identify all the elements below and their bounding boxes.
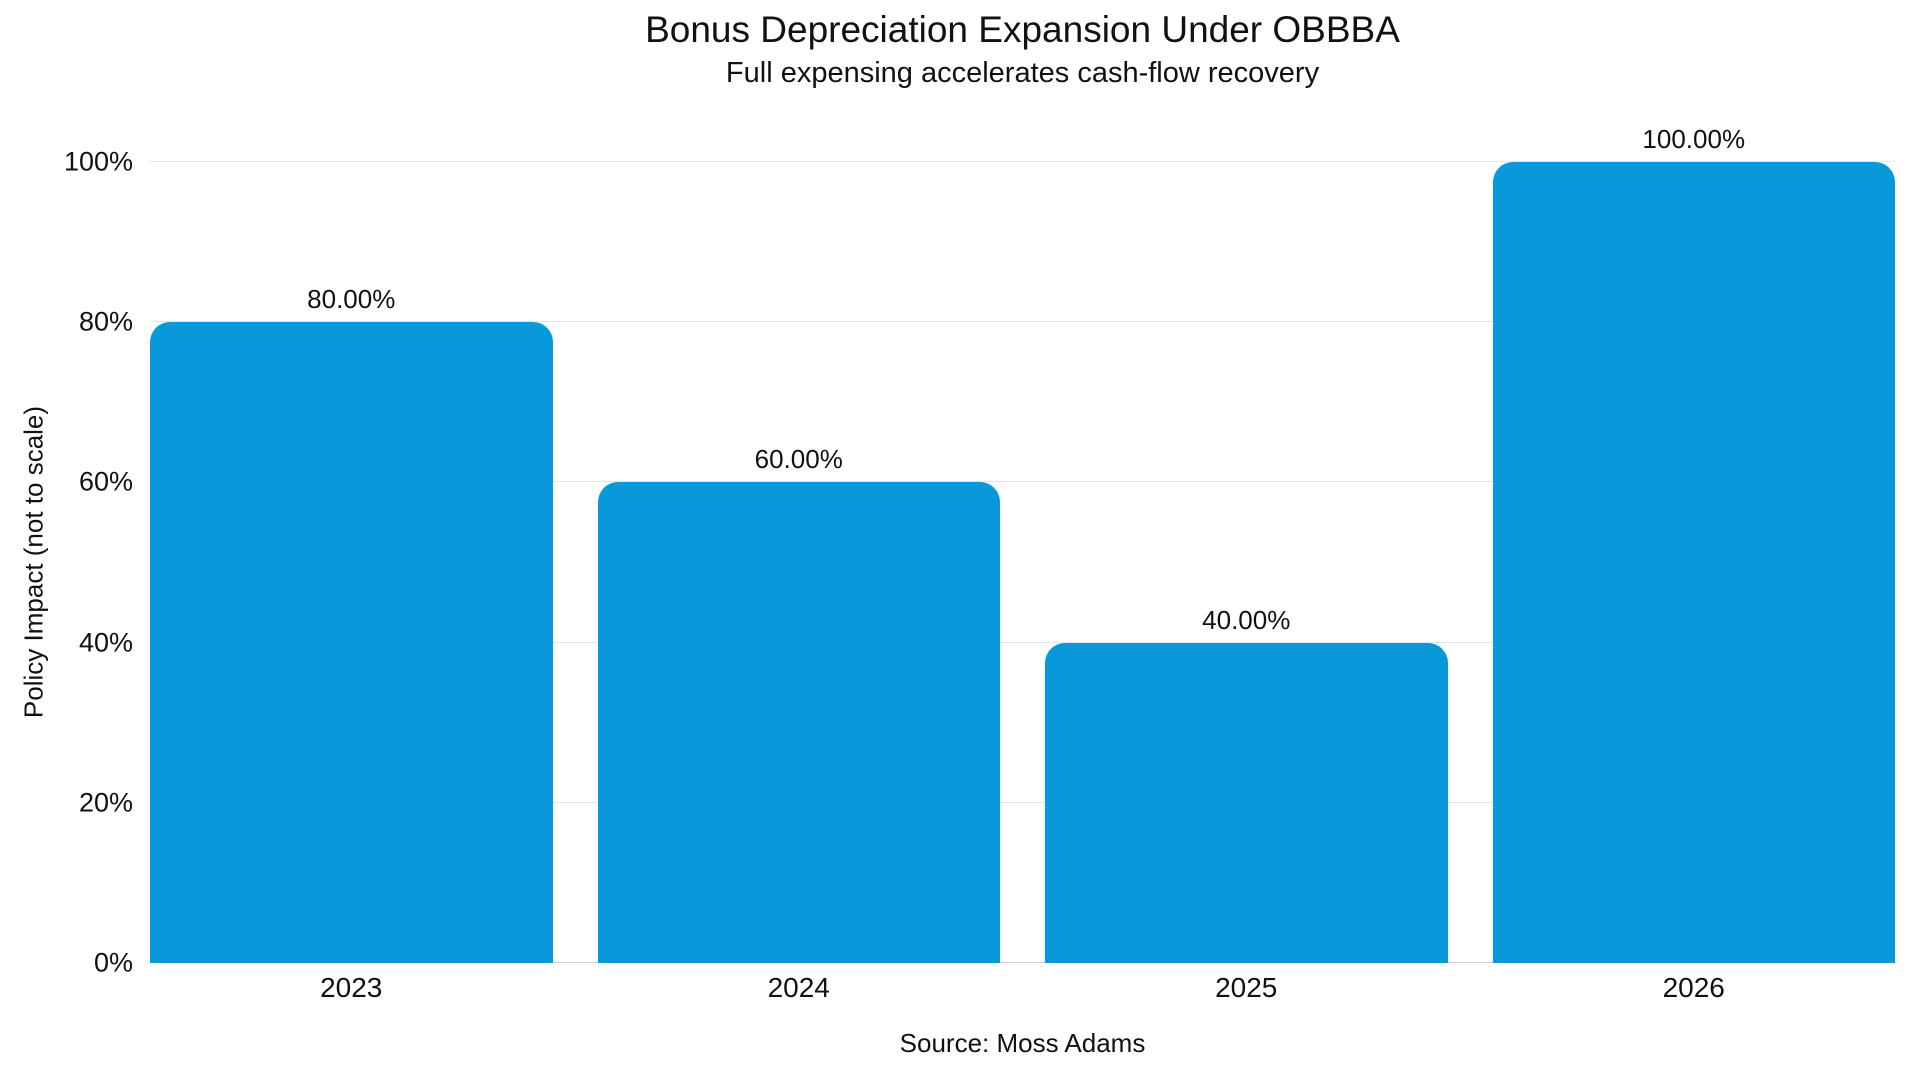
gridline-60 bbox=[150, 481, 1895, 483]
gridline-80 bbox=[150, 321, 1895, 323]
plot-area: 80.00% 60.00% 40.00% 100.00% bbox=[150, 126, 1895, 963]
y-tick-label-20: 20% bbox=[78, 787, 133, 818]
gridline-40 bbox=[150, 641, 1895, 643]
bar-group-2026: 100.00% bbox=[1492, 126, 1895, 963]
bar-2024 bbox=[597, 482, 1000, 963]
bar-group-2023: 80.00% bbox=[150, 162, 553, 963]
source-note: Source: Moss Adams bbox=[899, 1028, 1146, 1058]
bar-value-label: 60.00% bbox=[754, 444, 843, 475]
y-tick-label-80: 80% bbox=[78, 306, 133, 337]
bar-value-label: 80.00% bbox=[307, 284, 396, 315]
bar-2026 bbox=[1492, 162, 1895, 963]
y-axis-tick-labels: 0% 20% 40% 60% 80% 100% bbox=[0, 148, 133, 976]
bar-value-label: 100.00% bbox=[1642, 124, 1746, 154]
bar-value-label: 40.00% bbox=[1202, 604, 1291, 635]
bar-2025 bbox=[1045, 642, 1448, 963]
x-tick-label-2023: 2023 bbox=[320, 972, 383, 1003]
x-axis-tick-labels: 2023 2024 2025 2026 bbox=[150, 972, 1895, 1004]
gridlines bbox=[150, 161, 1895, 963]
bar-group-2024: 60.00% bbox=[597, 162, 1000, 963]
gridline-100 bbox=[150, 161, 1895, 162]
y-tick-label-0: 0% bbox=[93, 947, 133, 978]
bar-2023 bbox=[150, 322, 553, 963]
gridline-20 bbox=[150, 801, 1895, 803]
bar-group-2025: 40.00% bbox=[1045, 162, 1448, 963]
chart-subtitle: Full expensing accelerates cash-flow rec… bbox=[725, 57, 1320, 89]
x-tick-label-2024: 2024 bbox=[767, 972, 830, 1003]
gridline-0 bbox=[150, 962, 1895, 963]
bar-series: 80.00% 60.00% 40.00% 100.00% bbox=[150, 126, 1895, 963]
chart-title: Bonus Depreciation Expansion Under OBBBA bbox=[645, 9, 1400, 50]
x-tick-label-2025: 2025 bbox=[1215, 972, 1278, 1003]
y-tick-label-40: 40% bbox=[78, 627, 133, 658]
x-tick-label-2026: 2026 bbox=[1662, 972, 1725, 1003]
y-tick-label-60: 60% bbox=[78, 466, 133, 497]
y-tick-label-100: 100% bbox=[63, 146, 133, 177]
